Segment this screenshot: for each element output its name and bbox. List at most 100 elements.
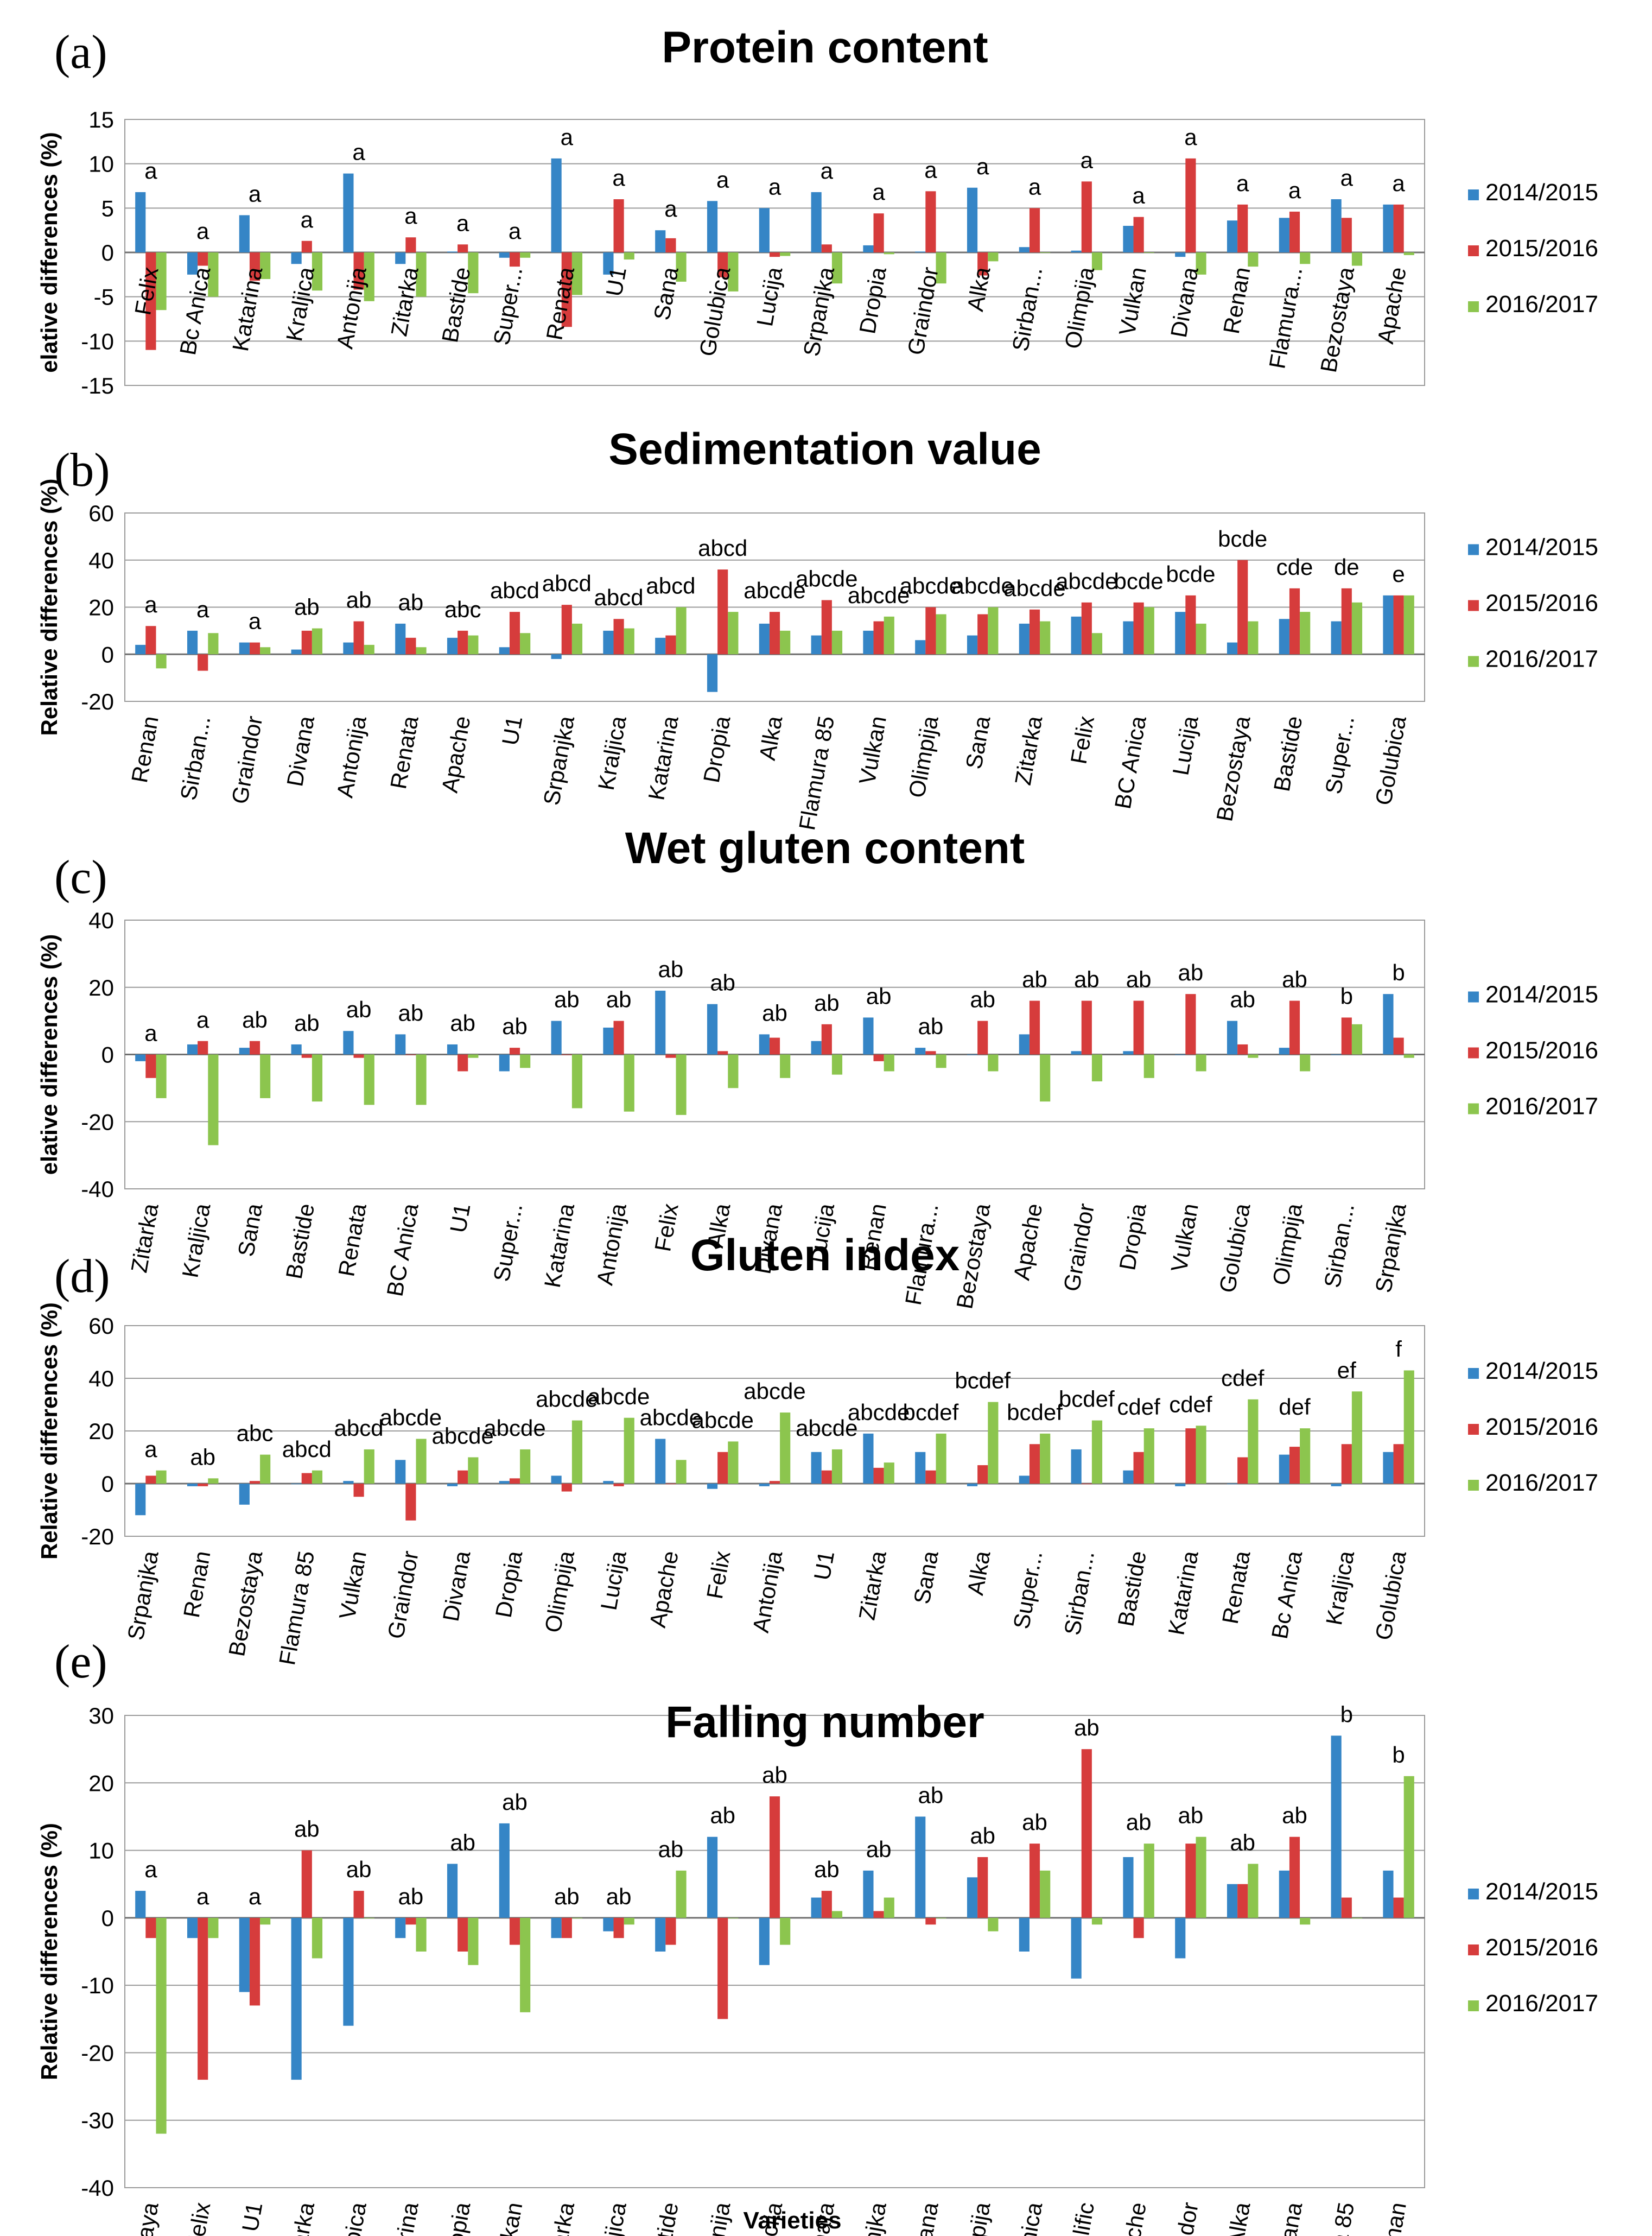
bar-2015-2016 (613, 1917, 624, 1939)
significance-letter: ab (398, 590, 424, 615)
bar-2015-2016 (821, 1470, 832, 1484)
category-label: Antonija (332, 265, 371, 351)
bar-2016-2017 (468, 1054, 479, 1058)
significance-letter: cdef (1169, 1391, 1212, 1417)
bar-2014-2015 (135, 644, 146, 655)
bar-2015-2016 (1133, 1917, 1144, 1939)
category-label: Vulkan (1166, 1201, 1203, 1274)
bar-2015-2016 (1237, 204, 1248, 252)
category-label: Graindor (903, 265, 943, 357)
bar-2015-2016 (717, 1917, 728, 2019)
significance-letter: ab (1074, 967, 1100, 992)
category-label: BC Anica (1110, 714, 1151, 811)
bar-2016-2017 (1091, 1054, 1103, 1081)
significance-letter: a (404, 203, 417, 229)
significance-letter: ab (1230, 1829, 1255, 1855)
bar-2014-2015 (863, 630, 874, 655)
bar-2015-2016 (1029, 1444, 1040, 1484)
significance-letter: a (249, 1884, 262, 1909)
category-label: Flamura 85 (274, 1549, 319, 1667)
y-tick-label: 30 (88, 1703, 114, 1728)
bar-2016-2017 (1248, 252, 1259, 267)
bar-2015-2016 (458, 1470, 468, 1484)
category-label: Apache (437, 714, 475, 794)
significance-letter: a (872, 179, 885, 205)
bar-2015-2016 (1185, 1844, 1196, 1918)
bar-2014-2015 (1071, 250, 1082, 252)
bar-2016-2017 (1403, 1054, 1414, 1058)
bar-2015-2016 (1341, 218, 1352, 252)
y-axis-label: Relative differences (%) (36, 1823, 62, 2080)
bar-2016-2017 (988, 1402, 999, 1484)
category-label: Srpanjka (1370, 1201, 1411, 1295)
legend-swatch (1468, 245, 1479, 256)
bar-2015-2016 (665, 635, 676, 655)
significance-letter: ab (1074, 1715, 1100, 1740)
chart-title: Wet gluten content (625, 824, 1025, 873)
significance-letter: a (1236, 170, 1249, 196)
legend-swatch (1468, 656, 1479, 667)
bar-2014-2015 (447, 1484, 458, 1486)
y-tick-label: -40 (81, 1176, 114, 1202)
category-label: Vulkan (854, 714, 891, 786)
category-label: Apache (1113, 2200, 1151, 2236)
bar-2015-2016 (1237, 1884, 1248, 1918)
category-label: Sana (908, 2200, 943, 2236)
bar-2014-2015 (1175, 1917, 1186, 1959)
bar-2014-2015 (1019, 1917, 1030, 1952)
significance-letter: cdef (1221, 1365, 1265, 1391)
bar-2016-2017 (988, 1054, 999, 1072)
legend-label: 2014/2015 (1485, 179, 1598, 206)
bar-2014-2015 (1123, 1470, 1134, 1484)
bar-2016-2017 (1403, 1776, 1414, 1918)
bar-2016-2017 (831, 1911, 843, 1918)
bar-2015-2016 (717, 252, 728, 277)
category-label: Super Zitarka (270, 2200, 319, 2236)
bar-2014-2015 (291, 1917, 302, 2080)
bar-2016-2017 (1300, 612, 1311, 655)
significance-letter: a (352, 140, 365, 165)
bar-2014-2015 (707, 201, 718, 252)
legend-label: 2016/2017 (1485, 646, 1598, 673)
significance-letter: a (976, 154, 989, 179)
bar-2015-2016 (509, 612, 520, 655)
bar-2015-2016 (249, 1041, 260, 1055)
category-label: Olimpija (540, 1549, 580, 1635)
bar-2015-2016 (873, 213, 884, 252)
significance-letter: cdef (1117, 1394, 1160, 1420)
bar-2016-2017 (728, 1441, 739, 1484)
bar-2015-2016 (458, 1917, 468, 1952)
category-label: U1 (809, 1549, 840, 1582)
category-label: Sana (961, 714, 995, 771)
significance-letter: ab (1178, 1803, 1204, 1828)
bar-2014-2015 (135, 1891, 146, 1918)
significance-letter: a (456, 210, 469, 236)
category-label: Divana (282, 714, 319, 789)
bar-2014-2015 (1175, 1484, 1186, 1486)
significance-letter: abcd (542, 571, 592, 596)
legend-label: 2015/2016 (1485, 235, 1598, 262)
significance-letter: a (1184, 124, 1197, 150)
bar-2016-2017 (208, 1478, 219, 1484)
bar-2014-2015 (1383, 1870, 1394, 1918)
bar-2014-2015 (1019, 623, 1030, 655)
bar-2015-2016 (1289, 1836, 1300, 1918)
category-label: Katarina (383, 2200, 423, 2236)
bar-2015-2016 (1081, 1000, 1092, 1055)
bar-2016-2017 (1143, 252, 1154, 253)
bar-2014-2015 (759, 1034, 770, 1055)
bar-2015-2016 (509, 252, 520, 267)
bar-2015-2016 (925, 1917, 936, 1925)
category-label: Felix (702, 1549, 735, 1601)
bar-2016-2017 (364, 644, 374, 655)
bar-2014-2015 (1279, 218, 1289, 252)
bar-2016-2017 (208, 1054, 219, 1145)
bar-2016-2017 (780, 1917, 791, 1945)
significance-letter: ab (398, 1884, 424, 1909)
bar-2014-2015 (967, 1877, 978, 1918)
category-label: Alka (1222, 2200, 1255, 2236)
bar-2015-2016 (301, 240, 312, 252)
bar-2015-2016 (1237, 1044, 1248, 1055)
bar-2014-2015 (1123, 1051, 1134, 1055)
category-label: Dropia (854, 265, 891, 336)
